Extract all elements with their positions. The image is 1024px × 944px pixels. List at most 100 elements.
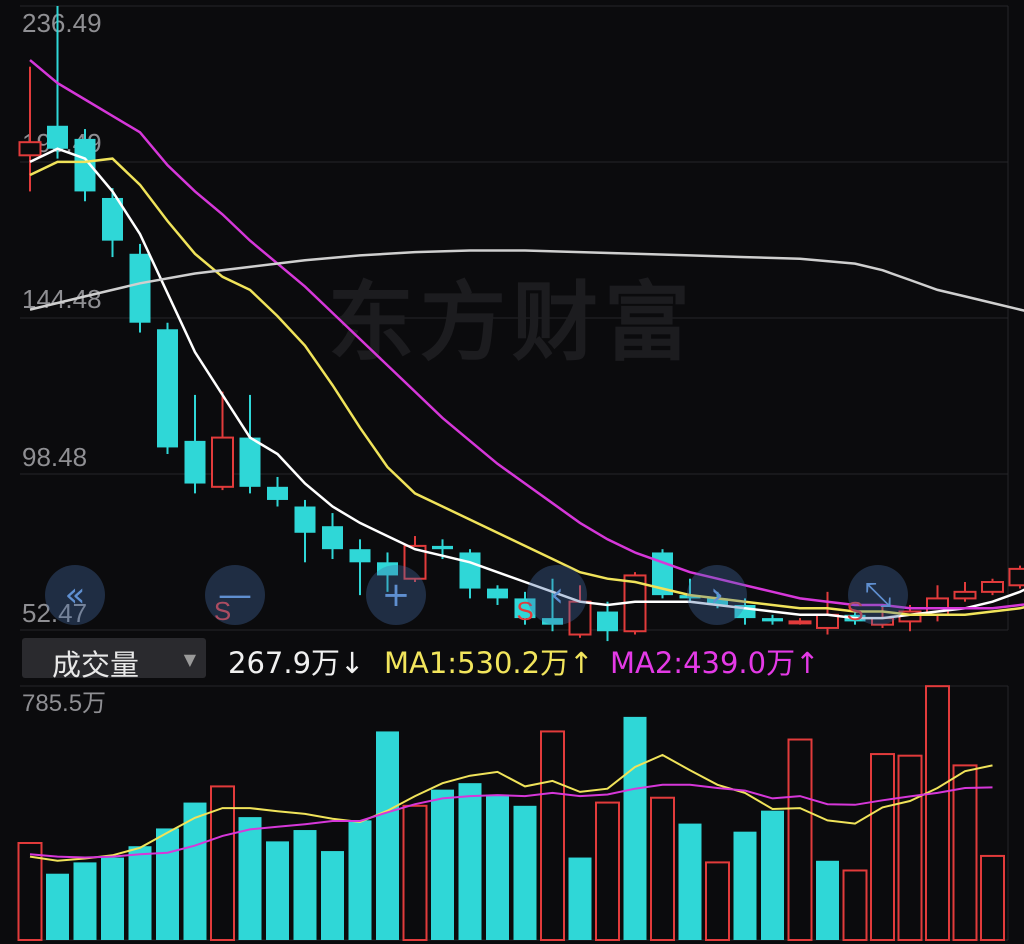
candle-body: [294, 506, 316, 533]
volume-bar-down: [321, 851, 344, 940]
candle-body: [597, 611, 618, 632]
candle-body: [707, 598, 728, 605]
volume-bar-down: [183, 802, 207, 940]
candle-down: [597, 601, 618, 642]
candle-down: [294, 499, 316, 563]
volume-bar-up: [897, 754, 923, 941]
watermark: 东方财富: [328, 273, 696, 373]
volume-bar-down: [513, 805, 537, 940]
sell-marker: S: [516, 596, 533, 626]
candle-body: [18, 141, 42, 157]
volume-bar-down: [431, 789, 454, 940]
prev-button[interactable]: ‹: [527, 565, 587, 625]
volume-bar-down: [348, 820, 372, 940]
candle-down: [322, 513, 343, 560]
ma10-line: [29, 157, 1024, 617]
next-button[interactable]: ›: [687, 565, 747, 625]
candle-body: [349, 549, 371, 563]
volume-bar-down: [376, 731, 399, 940]
candle-body: [1008, 567, 1024, 587]
caret-down-icon: ▼: [183, 650, 196, 669]
sell-marker: S: [846, 596, 863, 626]
price-label-max: 236.49: [22, 8, 102, 38]
volume-bar-up: [952, 764, 978, 942]
candle-up: [816, 591, 839, 635]
candle-down: [487, 585, 508, 605]
indicator-select-label: 成交量: [52, 648, 140, 682]
candle-down: [129, 243, 151, 333]
candle-body: [542, 618, 563, 625]
volume-header: 成交量 ▼ 267.9万↓ MA1:530.2万↑ MA2:439.0万↑: [0, 638, 1024, 682]
volume-bar-down: [156, 828, 179, 940]
candle-up: [403, 536, 427, 583]
candle-down: [762, 614, 783, 625]
candle-up: [1008, 565, 1024, 589]
zoom-out-button[interactable]: —: [205, 565, 265, 625]
candle-down: [542, 578, 563, 632]
double-chevron-left-icon: «: [64, 575, 86, 615]
volume-ma1: MA1:530.2万↑: [384, 646, 594, 680]
ma5-line: [29, 147, 1024, 620]
candle-body: [102, 197, 123, 241]
chevron-left-icon: ‹: [550, 575, 564, 615]
expand-icon: ⤡: [864, 575, 892, 615]
candle-body: [239, 437, 261, 487]
volume-bar-up: [650, 796, 675, 941]
vol_ma1-line: [29, 753, 993, 862]
zoom-in-button[interactable]: +: [366, 565, 426, 625]
volume-bar-down: [128, 846, 152, 940]
volume-bar-up: [540, 730, 565, 941]
candle-body: [432, 545, 453, 550]
vol_ma2-line: [29, 783, 993, 859]
candle-body: [157, 329, 178, 448]
volume-bar-down: [623, 716, 647, 940]
volume-label-max: 785.5万: [22, 690, 106, 717]
fullscreen-button[interactable]: ⤡: [848, 565, 908, 625]
candle-body: [377, 562, 398, 576]
ma-lines-layer: [29, 59, 1024, 620]
candle-down: [184, 394, 206, 494]
candle-up: [788, 618, 812, 625]
ma60-line: [29, 249, 1024, 312]
volume-bar-down: [733, 831, 757, 940]
candle-up: [953, 582, 977, 602]
volume-bar-down: [678, 823, 702, 940]
volume-bar-up: [980, 854, 1005, 941]
volume-bar-down: [761, 810, 784, 940]
candle-down: [74, 129, 96, 202]
candle-body: [74, 138, 96, 192]
volume-bar-down: [238, 817, 262, 940]
chevron-right-icon: ›: [710, 575, 724, 615]
volume-bar-down: [46, 873, 69, 940]
candle-body: [47, 125, 68, 149]
candle-body: [679, 595, 701, 599]
candle-body: [459, 552, 481, 589]
volume-bar-up: [842, 869, 868, 942]
candle-body: [762, 618, 783, 622]
rewind-button[interactable]: «: [45, 565, 105, 625]
candle-body: [487, 588, 508, 599]
volume-bar-up: [595, 801, 620, 941]
volume-bar-up: [705, 861, 730, 941]
candle-body: [514, 598, 536, 619]
candle-body: [788, 620, 812, 625]
candle-down: [102, 188, 123, 258]
minus-icon: —: [218, 575, 252, 615]
ma20-line: [29, 59, 1024, 610]
candle-body: [403, 544, 427, 580]
candle-down: [239, 394, 261, 494]
volume-bar-down: [486, 794, 509, 940]
sell-marker: S: [214, 596, 231, 626]
indicator-select[interactable]: 成交量 ▼: [22, 638, 206, 682]
volume-bar-down: [101, 857, 124, 940]
volume-bar-up: [402, 804, 428, 942]
price-label-min: 52.47: [22, 598, 87, 628]
candle-down: [267, 476, 288, 507]
volume-bar-up: [17, 841, 43, 941]
candle-body: [211, 436, 234, 488]
price-label-4: 98.48: [22, 442, 87, 472]
candle-down: [157, 322, 178, 454]
volume-bars-layer: [17, 685, 1005, 942]
